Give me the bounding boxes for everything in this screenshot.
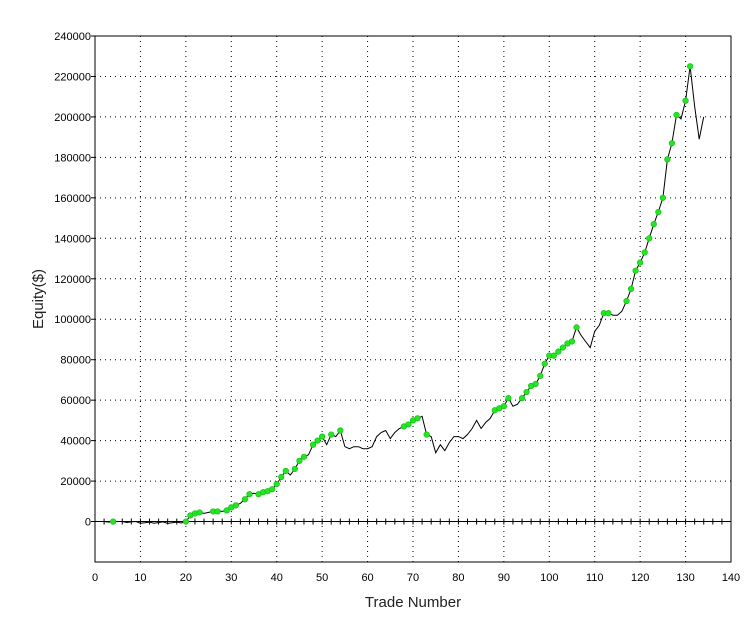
- y-tick-label: 120000: [54, 274, 91, 286]
- trade-marker: [655, 208, 662, 216]
- y-tick-label: 0: [85, 517, 91, 529]
- trade-marker: [664, 156, 671, 163]
- y-tick-label: 240000: [54, 31, 91, 43]
- trade-marker: [500, 403, 507, 410]
- trade-marker: [673, 111, 680, 118]
- y-tick-label: 140000: [54, 233, 91, 245]
- trade-marker: [182, 518, 189, 525]
- x-tick-label: 20: [180, 572, 192, 584]
- axes: [91, 35, 731, 525]
- trade-marker: [405, 421, 412, 428]
- x-tick-label: 30: [225, 572, 237, 584]
- trade-marker: [550, 352, 557, 359]
- trade-marker: [282, 467, 289, 475]
- x-tick-label: 110: [586, 572, 604, 584]
- trade-marker: [650, 221, 657, 228]
- trade-marker: [319, 433, 326, 440]
- trade-marker: [637, 259, 644, 266]
- y-axis-title: Equity($): [30, 269, 47, 329]
- trade-marker: [646, 235, 653, 242]
- trade-marker: [278, 473, 285, 481]
- trade-marker: [573, 324, 580, 331]
- trade-marker: [110, 518, 117, 525]
- x-tick-label: 140: [722, 572, 740, 584]
- trade-marker: [623, 297, 630, 305]
- trade-marker: [668, 140, 676, 147]
- equity-line: [99, 66, 705, 524]
- trade-marker: [241, 496, 249, 503]
- trade-markers: [110, 63, 694, 525]
- grid-lines: [95, 36, 731, 562]
- x-tick-label: 90: [498, 572, 510, 584]
- trade-marker: [223, 507, 230, 514]
- trade-marker: [659, 194, 666, 201]
- trade-marker: [423, 431, 430, 438]
- y-tick-label: 60000: [60, 395, 91, 407]
- trade-marker: [291, 465, 298, 473]
- trade-marker: [328, 431, 335, 438]
- x-tick-label: 10: [134, 572, 146, 584]
- x-tick-label: 50: [316, 572, 328, 584]
- trade-marker: [414, 415, 421, 422]
- x-tick-label: 100: [540, 572, 558, 584]
- x-tick-label: 40: [271, 572, 283, 584]
- trade-marker: [269, 486, 276, 493]
- trade-marker: [246, 491, 253, 498]
- trade-marker: [273, 481, 280, 488]
- trade-marker: [687, 63, 694, 70]
- plot-frame: [94, 35, 732, 563]
- trade-marker: [232, 502, 239, 509]
- trade-marker: [337, 427, 344, 434]
- x-tick-label: 0: [92, 572, 98, 584]
- trade-marker: [296, 457, 303, 464]
- equity-series: [99, 66, 705, 524]
- y-tick-label: 200000: [54, 112, 91, 124]
- y-tick-label: 40000: [60, 436, 91, 448]
- trade-marker: [300, 453, 308, 460]
- trade-marker: [214, 508, 221, 515]
- y-tick-label: 220000: [54, 71, 91, 83]
- trade-marker: [568, 338, 576, 345]
- x-tick-label: 70: [407, 572, 419, 584]
- trade-marker: [523, 388, 530, 396]
- x-tick-label: 120: [631, 572, 649, 584]
- tick-labels: 0 10 20 30 40 50 60 70 80 90 100 110 120 130 140 0 20000…: [54, 31, 740, 584]
- trade-marker: [537, 372, 544, 379]
- trade-marker: [309, 441, 317, 448]
- x-tick-label: 130: [676, 572, 694, 584]
- trade-marker: [555, 348, 562, 355]
- y-tick-label: 160000: [54, 193, 91, 205]
- trade-marker: [632, 267, 639, 274]
- x-axis-title: Trade Number: [365, 594, 461, 611]
- trade-marker: [518, 395, 526, 402]
- trade-marker: [196, 509, 203, 516]
- trade-marker: [682, 97, 689, 104]
- trade-marker: [505, 395, 512, 402]
- y-tick-label: 180000: [54, 152, 91, 164]
- trade-marker: [641, 249, 648, 256]
- x-tick-label: 60: [361, 572, 373, 584]
- trade-marker: [541, 360, 548, 367]
- y-tick-label: 80000: [60, 355, 91, 367]
- trade-marker: [314, 437, 321, 444]
- trade-marker: [627, 285, 635, 292]
- trade-marker: [559, 344, 567, 351]
- trade-marker: [532, 380, 539, 388]
- x-tick-label: 80: [452, 572, 464, 584]
- y-tick-label: 100000: [54, 314, 91, 326]
- trade-marker: [605, 310, 612, 317]
- y-tick-label: 20000: [60, 476, 91, 488]
